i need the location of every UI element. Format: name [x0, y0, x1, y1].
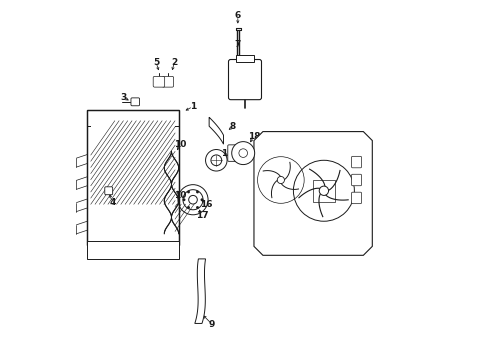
Circle shape: [187, 190, 190, 193]
FancyBboxPatch shape: [105, 187, 113, 195]
Text: 8: 8: [229, 122, 236, 131]
FancyBboxPatch shape: [162, 76, 173, 87]
Text: 9: 9: [209, 320, 215, 329]
Circle shape: [196, 206, 199, 209]
Text: 17: 17: [196, 211, 208, 220]
Text: 12: 12: [322, 156, 335, 165]
Bar: [313, 180, 335, 202]
Text: 13: 13: [322, 183, 335, 192]
Text: 2: 2: [171, 58, 177, 67]
Bar: [87, 241, 179, 259]
FancyBboxPatch shape: [153, 76, 165, 87]
Text: 3: 3: [121, 93, 127, 102]
FancyBboxPatch shape: [351, 174, 362, 186]
Text: 5: 5: [153, 58, 159, 67]
Text: 10: 10: [173, 190, 186, 199]
Text: 19: 19: [221, 149, 234, 158]
Text: 4: 4: [109, 198, 116, 207]
Text: 16: 16: [200, 200, 213, 209]
Polygon shape: [254, 132, 372, 255]
Polygon shape: [209, 117, 223, 144]
Text: 1: 1: [190, 102, 196, 111]
Polygon shape: [195, 259, 205, 323]
Text: 18: 18: [248, 132, 260, 141]
Text: 7: 7: [235, 40, 241, 49]
Bar: [87, 110, 179, 244]
Text: 11: 11: [322, 135, 335, 144]
Circle shape: [319, 186, 329, 195]
Circle shape: [187, 206, 190, 209]
Bar: [91, 121, 175, 204]
Bar: [87, 110, 179, 244]
FancyBboxPatch shape: [228, 59, 262, 100]
Text: 10: 10: [173, 140, 186, 149]
Bar: [236, 55, 254, 62]
Circle shape: [183, 198, 186, 201]
Circle shape: [277, 176, 285, 184]
Text: 15: 15: [284, 214, 296, 223]
Circle shape: [196, 190, 199, 193]
FancyBboxPatch shape: [351, 156, 362, 168]
Text: 6: 6: [235, 11, 241, 20]
Circle shape: [200, 198, 203, 201]
FancyBboxPatch shape: [351, 192, 362, 204]
FancyBboxPatch shape: [228, 145, 239, 161]
Circle shape: [232, 141, 255, 165]
Text: 14: 14: [282, 149, 294, 158]
FancyBboxPatch shape: [131, 98, 140, 106]
